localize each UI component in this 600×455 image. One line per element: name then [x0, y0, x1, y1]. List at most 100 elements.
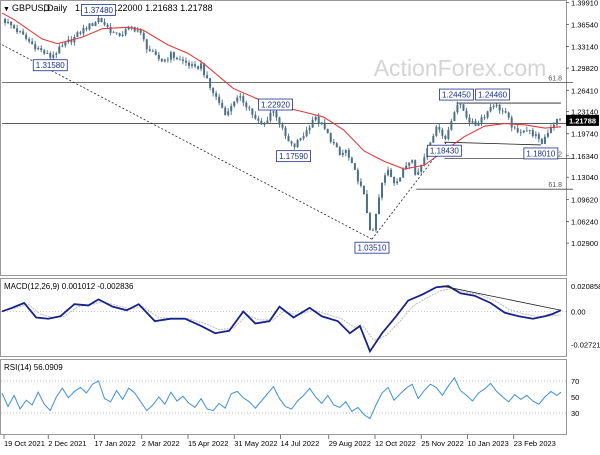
candle-body [76, 32, 79, 38]
candle-body [106, 24, 109, 27]
candle-body [79, 32, 82, 34]
price-label-text: 1.31580 [36, 61, 65, 70]
candle-body [534, 134, 537, 136]
candle-body [444, 135, 447, 139]
candle-body [326, 128, 329, 134]
candle-body [474, 121, 477, 126]
candle-body [459, 104, 462, 106]
candle-body [441, 129, 444, 136]
candle-body [555, 118, 558, 125]
candle-body [163, 59, 166, 62]
candle-body [374, 214, 377, 231]
candle-body [356, 169, 359, 182]
candle-body [468, 117, 471, 123]
candle-body [203, 63, 206, 76]
candle-body [37, 48, 40, 50]
candle-body [317, 116, 320, 124]
price-label-text: 1.37480 [84, 6, 113, 15]
candle-body [329, 133, 332, 143]
fib-level-label: 61.8 [548, 76, 562, 83]
chart-ohlc: 1.21841 1.22000 1.21683 1.21788 [75, 3, 213, 13]
candle-body [112, 32, 115, 34]
candle-body [483, 117, 486, 119]
candle-body [263, 124, 266, 125]
price-axis-label: 1.33140 [571, 43, 598, 52]
candle-body [477, 122, 480, 126]
candle-body [332, 142, 335, 144]
candle-body [97, 18, 100, 23]
candle-body [543, 136, 546, 144]
candle-body [260, 120, 263, 125]
candle-body [233, 101, 236, 107]
candle-body [384, 175, 387, 183]
candle-body [540, 138, 543, 144]
candle-body [13, 25, 16, 29]
x-axis-label: 29 Aug 2022 [329, 439, 371, 448]
candle-body [224, 107, 227, 115]
candle-body [239, 96, 242, 98]
price-axis-label: 1.09620 [571, 195, 598, 204]
candle-body [549, 127, 552, 133]
macd-axis-label: 0.020858 [571, 282, 600, 291]
candle-body [353, 163, 356, 170]
chart-timeframe-sep: , [43, 3, 46, 13]
candle-body [462, 104, 465, 111]
candle-body [269, 112, 272, 121]
candle-body [245, 102, 248, 108]
candle-body [510, 117, 513, 128]
candle-body [284, 127, 287, 137]
x-axis-label: 31 May 2022 [234, 439, 277, 448]
candle-body [308, 127, 311, 131]
x-axis-label: 17 Jan 2022 [94, 439, 135, 448]
candle-body [513, 127, 516, 129]
candle-body [40, 48, 43, 51]
candle-body [320, 122, 323, 124]
candle-body [34, 44, 37, 50]
price-axis-label: 1.26410 [571, 86, 598, 95]
candle-body [64, 42, 67, 46]
candle-body [528, 130, 531, 131]
candle-body [338, 147, 341, 155]
candle-body [46, 53, 49, 54]
price-axis-label: 1.16340 [571, 152, 598, 161]
candle-body [371, 230, 374, 231]
chart-timeframe: Daily [47, 3, 68, 13]
price-ema [1, 12, 562, 170]
x-axis: 19 Oct 2021 2 Dec 2021 17 Jan 2022 2 Mar 20… [3, 435, 556, 448]
candle-body [344, 150, 347, 153]
price-label-text: 1.18430 [430, 147, 459, 156]
candle-body [43, 50, 46, 54]
candle-body [154, 51, 157, 55]
last-price-value: 1.21788 [569, 116, 596, 125]
candle-body [55, 53, 58, 55]
macd-title: MACD(12,26,9) 0.001012 -0.002836 [4, 282, 134, 291]
candle-body [435, 126, 438, 136]
candle-body [362, 185, 365, 194]
price-axis-label: 1.02900 [571, 239, 598, 248]
header-arrow-icon: ▼ [3, 6, 10, 13]
candle-body [396, 181, 399, 184]
candle-body [145, 39, 148, 50]
candle-body [480, 117, 483, 123]
candle-body [100, 18, 103, 23]
candle-body [350, 157, 353, 164]
candle-body [94, 22, 97, 26]
x-axis-label: 23 Feb 2023 [514, 439, 556, 448]
candle-body [254, 114, 257, 119]
candle-body [414, 160, 417, 175]
candle-body [257, 118, 260, 121]
candle-body [151, 50, 154, 52]
price-label-box [276, 150, 311, 163]
candle-body [495, 104, 498, 106]
candle-body [136, 30, 139, 32]
candle-body [420, 164, 423, 172]
candle-body [507, 112, 510, 118]
candle-body [212, 87, 215, 94]
candle-body [365, 193, 368, 214]
candle-body [166, 59, 169, 61]
rsi-line [1, 376, 562, 420]
x-axis-label: 10 Jan 2023 [467, 439, 508, 448]
trendline [444, 141, 541, 146]
rsi-axis-label: 70 [571, 377, 579, 386]
price-label-text: 1.03510 [358, 244, 387, 253]
